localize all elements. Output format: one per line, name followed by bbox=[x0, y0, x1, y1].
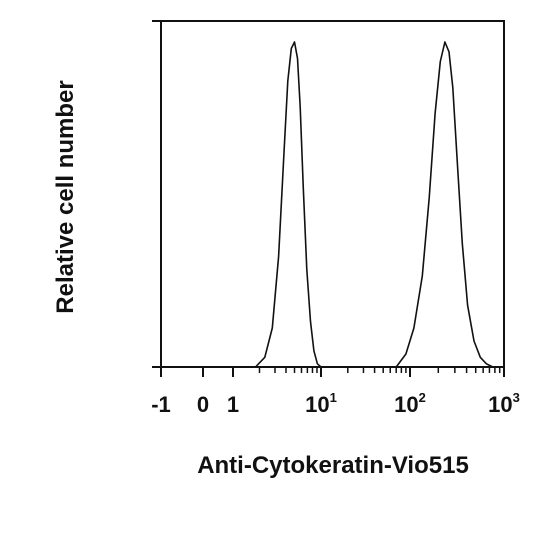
x-tick-label: 0 bbox=[197, 392, 209, 417]
x-major-ticks bbox=[160, 367, 505, 377]
plot-frame bbox=[160, 20, 505, 368]
series-layer bbox=[161, 41, 504, 368]
histogram-peak-2 bbox=[395, 41, 494, 368]
y-ticks bbox=[152, 20, 161, 368]
y-axis-title: Relative cell number bbox=[52, 80, 79, 313]
x-tick-label: 103 bbox=[488, 390, 520, 417]
histogram-peak-1 bbox=[254, 41, 322, 368]
x-axis-title: Anti-Cytokeratin-Vio515 bbox=[197, 452, 469, 479]
x-tick-label: 101 bbox=[305, 390, 337, 417]
x-tick-label: -1 bbox=[151, 392, 171, 417]
x-tick-label: 1 bbox=[227, 392, 239, 417]
x-tick-labels: -1 0 1 101 102 103 bbox=[151, 390, 520, 417]
x-tick-label: 102 bbox=[394, 390, 426, 417]
